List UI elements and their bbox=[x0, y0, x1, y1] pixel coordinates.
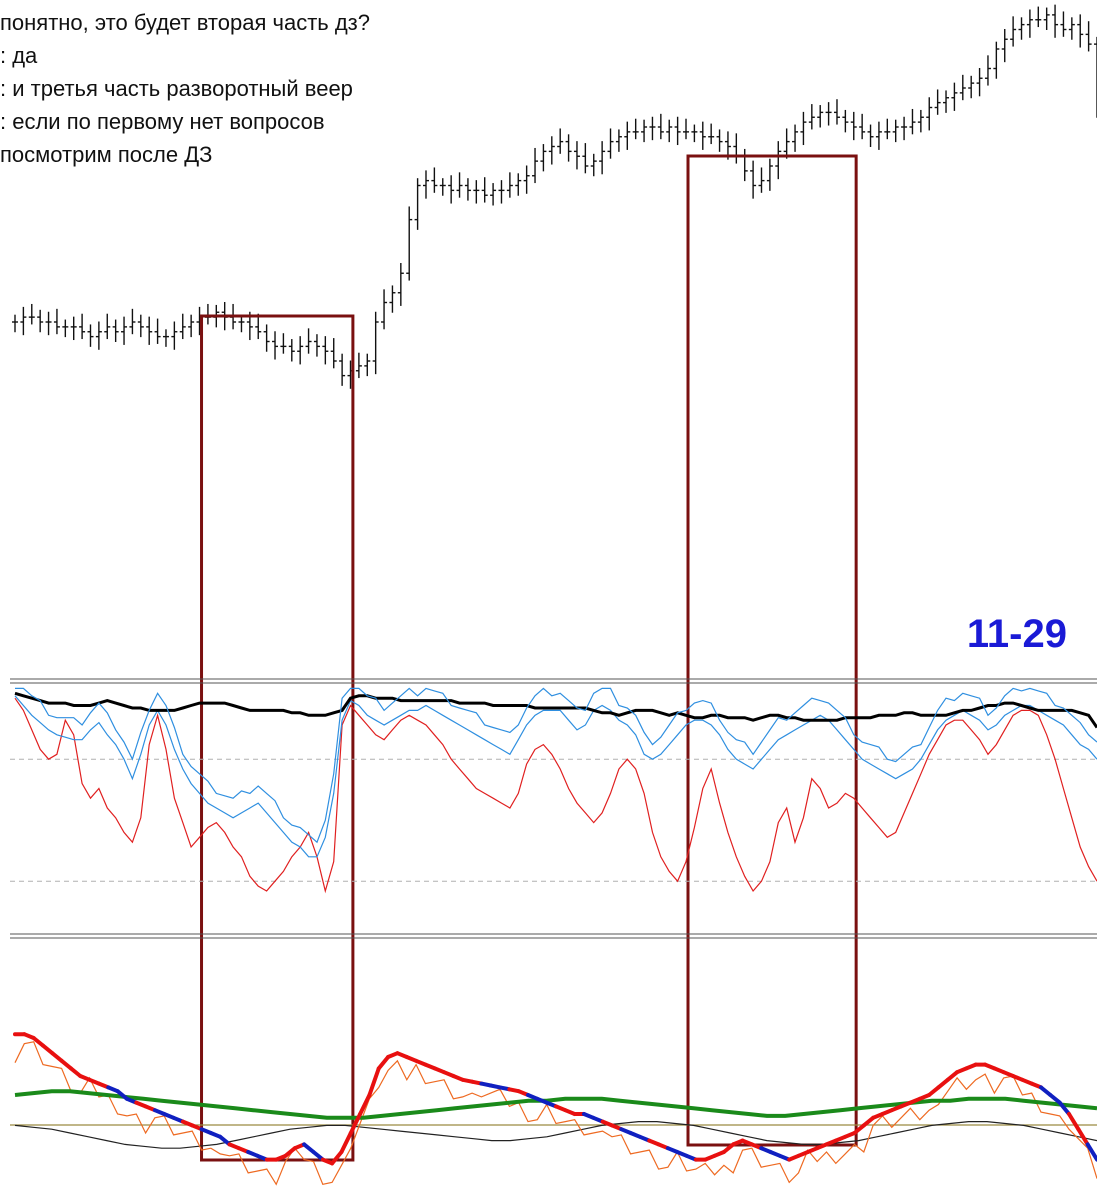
oscillator-2-main-segment bbox=[936, 1077, 950, 1090]
oscillator-2-main-segment bbox=[861, 1115, 876, 1128]
chat-line: : и третья часть разворотный веер bbox=[0, 76, 353, 101]
oscillator-2-main-segment bbox=[302, 1142, 316, 1154]
chat-line: посмотрим после ДЗ bbox=[0, 142, 213, 167]
oscillator-2-main-segment bbox=[1076, 1127, 1090, 1147]
oscillator-2-main-segment bbox=[1067, 1112, 1081, 1132]
oscillator-1-black-line bbox=[14, 691, 1097, 729]
oscillator-2-main-segment bbox=[1048, 1093, 1062, 1105]
highlight-box bbox=[200, 314, 355, 1162]
oscillator-2-main-segment bbox=[367, 1066, 381, 1097]
oscillator-1-blue-line bbox=[14, 695, 1097, 858]
oscillator-2-main-segment bbox=[945, 1070, 960, 1082]
oscillator-2-black-line bbox=[14, 1120, 1097, 1149]
oscillator-2-main-segment bbox=[348, 1112, 363, 1135]
oscillator-2-main-segment bbox=[1057, 1100, 1072, 1116]
oscillator-2-main-segment bbox=[1085, 1142, 1097, 1162]
oscillator-2-main-segment bbox=[59, 1058, 73, 1071]
oscillator-2-main-segment bbox=[40, 1043, 55, 1056]
oscillator-2-orange-line bbox=[14, 1041, 1097, 1186]
oscillator-2-main-segment bbox=[358, 1093, 372, 1116]
oscillator-2-main-segment bbox=[330, 1150, 344, 1166]
chat-line: понятно, это будет вторая часть дз? bbox=[0, 10, 371, 35]
oscillator-2-main-segment bbox=[376, 1055, 391, 1071]
oscillator-2-main-segment bbox=[218, 1134, 232, 1147]
oscillator-2-main-segment bbox=[283, 1146, 297, 1158]
oscillator-2-main-segment bbox=[68, 1066, 83, 1078]
chat-line: : да bbox=[0, 43, 38, 68]
oscillator-2-main-segment bbox=[927, 1085, 941, 1097]
chat-line: : если по первому нет вопросов bbox=[0, 109, 325, 134]
oscillator-2-main-segment bbox=[311, 1150, 325, 1162]
oscillator-2-green-line bbox=[14, 1089, 1097, 1120]
chat-overlay: понятно, это будет вторая часть дз? : да… bbox=[0, 6, 370, 171]
oscillator-2-main-segment bbox=[721, 1142, 736, 1154]
oscillator-2-main-segment bbox=[115, 1089, 129, 1101]
oscillator-1-red-line bbox=[14, 697, 1097, 894]
oscillator-2-main-segment bbox=[31, 1036, 45, 1048]
oscillator-2-main-segment bbox=[1039, 1085, 1053, 1097]
oscillator-2-main-segment bbox=[50, 1051, 64, 1063]
oscillator-2-main-segment bbox=[339, 1131, 353, 1154]
oscillator-2-main-segment bbox=[852, 1123, 866, 1135]
highlight-box bbox=[686, 154, 858, 1147]
chart-label: 11-29 bbox=[966, 612, 1067, 656]
oscillator-1-blue-line-2 bbox=[15, 687, 1097, 844]
